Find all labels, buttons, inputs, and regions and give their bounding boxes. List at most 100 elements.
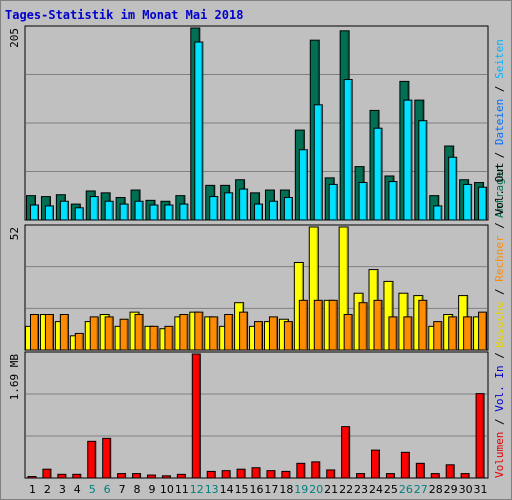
x-tick-label-day-22: 22 xyxy=(339,483,353,496)
volumen-bar-day-23 xyxy=(356,473,366,479)
volumen-bar-day-17 xyxy=(266,470,276,479)
volumen-bar-day-14 xyxy=(221,470,231,479)
right-label-top-part: / xyxy=(493,79,506,99)
right-label-top-part: Anfragen xyxy=(493,165,506,218)
panel-1-ymax-label: 205 xyxy=(8,28,21,48)
dateien-bar-day-21 xyxy=(328,183,338,221)
volumen-bar-day-10 xyxy=(161,475,171,479)
rechner-bar-day-25 xyxy=(388,316,398,351)
volumen-bar-day-8 xyxy=(132,473,142,479)
rechner-bar-day-19 xyxy=(298,299,308,351)
right-label-middle-part: / xyxy=(493,216,506,236)
rechner-bar-day-24 xyxy=(373,299,383,351)
dateien-bar-day-22 xyxy=(343,79,353,221)
dateien-bar-day-10 xyxy=(164,204,174,221)
x-tick-label-day-11: 11 xyxy=(175,483,189,496)
dateien-bar-day-2 xyxy=(44,205,54,221)
rechner-bar-day-29 xyxy=(448,316,458,351)
dateien-bar-day-12 xyxy=(194,41,204,221)
x-tick-label-day-23: 23 xyxy=(354,483,368,496)
panel-3-frame xyxy=(24,351,489,479)
dateien-bar-day-4 xyxy=(74,207,84,221)
x-tick-label-day-3: 3 xyxy=(59,483,66,496)
chart-title: Tages-Statistik im Monat Mai 2018 xyxy=(5,8,244,22)
right-label-middle-part: Besuche xyxy=(493,302,506,348)
dateien-bar-day-24 xyxy=(373,127,383,221)
x-tick-label-day-4: 4 xyxy=(74,483,81,496)
dateien-bar-day-25 xyxy=(388,181,398,221)
x-tick-label-day-2: 2 xyxy=(44,483,51,496)
volumen-bar-day-2 xyxy=(42,468,52,479)
x-tick-label-day-19: 19 xyxy=(294,483,308,496)
volumen-bar-day-20 xyxy=(311,461,321,479)
right-label-top: Anfragen / Dateien / Seiten xyxy=(493,39,506,218)
volumen-bar-day-22 xyxy=(341,426,351,479)
x-tick-label-day-17: 17 xyxy=(264,483,278,496)
dateien-bar-day-7 xyxy=(119,203,129,221)
dateien-bar-day-11 xyxy=(179,203,189,221)
x-tick-label-day-7: 7 xyxy=(119,483,126,496)
rechner-bar-day-4 xyxy=(74,332,84,351)
right-label-middle-part: Vol. Out xyxy=(493,163,506,216)
x-tick-label-day-30: 30 xyxy=(459,483,473,496)
right-label-bottom-part: / xyxy=(493,352,506,365)
volumen-bar-day-13 xyxy=(206,470,216,479)
volumen-bar-day-3 xyxy=(57,473,67,479)
rechner-bar-day-26 xyxy=(403,316,413,351)
x-tick-label-day-29: 29 xyxy=(444,483,458,496)
x-tick-label-day-28: 28 xyxy=(429,483,443,496)
rechner-bar-day-15 xyxy=(239,311,249,351)
x-tick-label-day-25: 25 xyxy=(384,483,398,496)
volumen-bar-day-1 xyxy=(27,476,37,479)
x-tick-label-day-21: 21 xyxy=(324,483,338,496)
rechner-bar-day-12 xyxy=(194,311,204,351)
dateien-bar-day-30 xyxy=(463,183,473,221)
dateien-bar-day-1 xyxy=(30,204,39,221)
dateien-bar-day-3 xyxy=(59,200,69,221)
volumen-bar-day-31 xyxy=(475,393,485,479)
volumen-bar-day-6 xyxy=(102,437,112,479)
rechner-bar-day-11 xyxy=(179,314,189,351)
right-label-bottom: Volumen / Vol. In / xyxy=(493,352,506,478)
rechner-bar-day-6 xyxy=(104,316,114,351)
rechner-bar-day-2 xyxy=(44,314,54,351)
rechner-bar-day-7 xyxy=(119,318,129,351)
volumen-bar-day-18 xyxy=(281,470,291,479)
right-label-bottom-part: Volumen xyxy=(493,432,506,478)
dateien-bar-day-26 xyxy=(403,99,413,221)
dateien-bar-day-14 xyxy=(224,192,234,221)
rechner-bar-day-13 xyxy=(209,316,219,351)
x-tick-label-day-14: 14 xyxy=(220,483,234,496)
x-tick-label-day-6: 6 xyxy=(104,483,111,496)
x-tick-label-day-31: 31 xyxy=(474,483,488,496)
volumen-bar-day-12 xyxy=(191,353,201,479)
x-tick-label-day-27: 27 xyxy=(414,483,428,496)
right-label-bottom-part: Vol. In xyxy=(493,365,506,411)
dateien-bar-day-17 xyxy=(268,200,278,221)
rechner-bar-day-3 xyxy=(59,314,69,351)
dateien-bar-day-8 xyxy=(134,200,144,221)
x-tick-label-day-16: 16 xyxy=(250,483,264,496)
right-label-top-part: Dateien xyxy=(493,99,506,145)
x-tick-label-day-24: 24 xyxy=(369,483,383,496)
rechner-bar-day-20 xyxy=(313,299,323,351)
right-label-middle-part: Rechner xyxy=(493,235,506,282)
dateien-bar-day-19 xyxy=(298,149,308,221)
dateien-bar-day-18 xyxy=(283,197,293,221)
dateien-bar-day-16 xyxy=(254,203,264,221)
x-tick-label-day-9: 9 xyxy=(148,483,155,496)
rechner-bar-day-27 xyxy=(418,299,428,351)
rechner-bar-day-16 xyxy=(254,321,264,351)
volumen-bar-day-4 xyxy=(72,473,82,479)
rechner-bar-day-1 xyxy=(30,314,39,351)
volumen-bar-day-26 xyxy=(400,451,410,479)
volumen-bar-day-5 xyxy=(87,440,97,479)
dateien-bar-day-27 xyxy=(418,120,428,221)
x-tick-label-day-1: 1 xyxy=(29,483,36,496)
rechner-bar-day-21 xyxy=(328,299,338,351)
x-tick-label-day-20: 20 xyxy=(309,483,323,496)
volumen-bar-day-29 xyxy=(445,464,455,479)
volumen-bar-day-24 xyxy=(371,449,381,479)
x-tick-label-day-10: 10 xyxy=(160,483,174,496)
right-label-top-part: / xyxy=(493,145,506,165)
